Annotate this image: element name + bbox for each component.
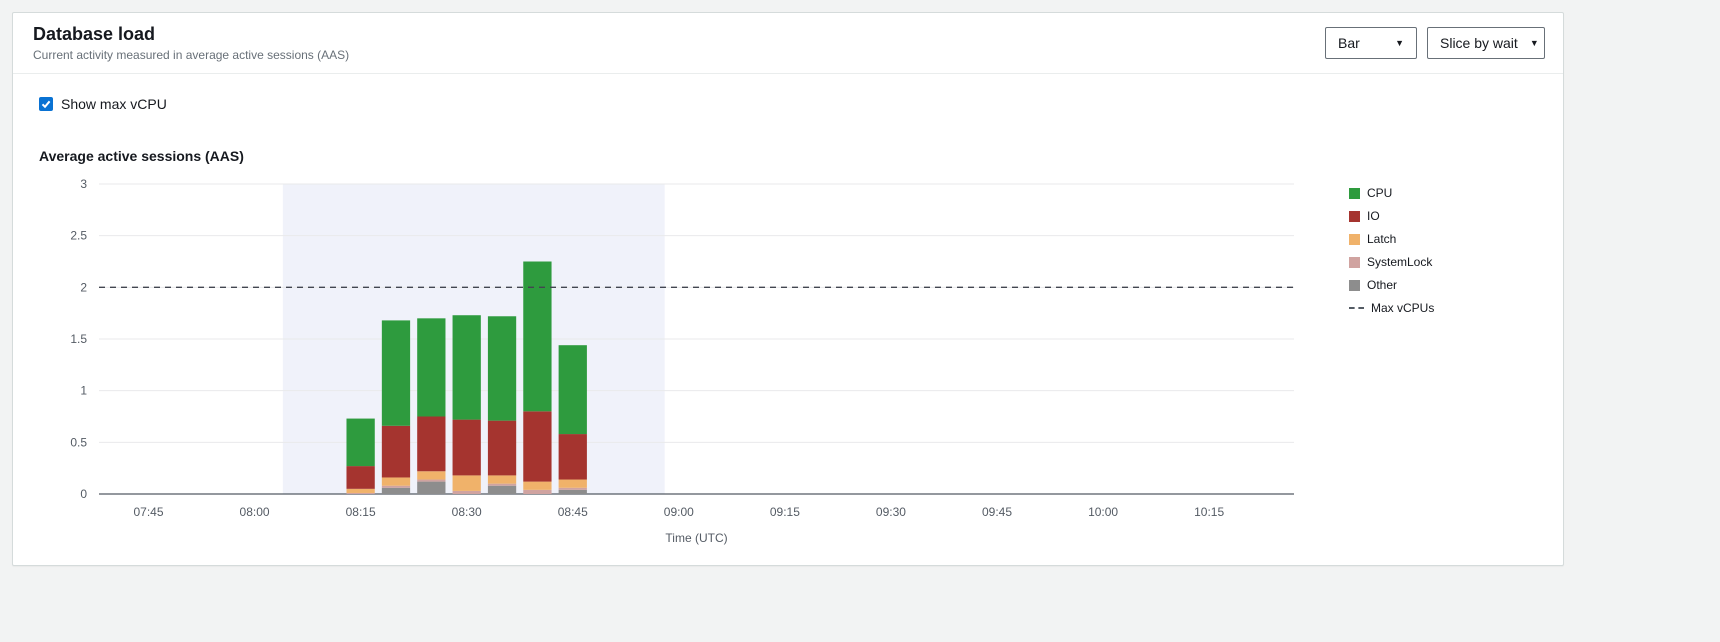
bar-segment-cpu[interactable] [381, 320, 411, 426]
bar-segment-io[interactable] [346, 466, 375, 489]
bar-segment-cpu[interactable] [487, 316, 517, 421]
chart-type-select-value: Bar [1338, 35, 1360, 51]
legend-item-systemlock: SystemLock [1349, 255, 1434, 269]
bar-segment-other[interactable] [417, 481, 446, 494]
x-axis-label: Time (UTC) [665, 531, 727, 545]
legend-item-other: Other [1349, 278, 1434, 292]
database-load-panel: Database load Current activity measured … [12, 12, 1564, 566]
x-tick-label: 09:00 [664, 505, 694, 519]
chart-controls: Bar ▼ Slice by wait ▼ [1325, 27, 1545, 59]
chart-title: Average active sessions (AAS) [39, 148, 244, 164]
chevron-down-icon: ▼ [1395, 38, 1404, 48]
bar-segment-latch[interactable] [417, 471, 446, 480]
bar-segment-cpu[interactable] [452, 315, 481, 420]
checkbox-label: Show max vCPU [61, 96, 167, 112]
chevron-down-icon: ▼ [1529, 38, 1539, 48]
bar-segment-cpu[interactable] [523, 261, 552, 412]
legend-item-cpu: CPU [1349, 186, 1434, 200]
legend-swatch [1349, 256, 1360, 268]
bar-segment-cpu[interactable] [417, 318, 446, 417]
legend-item-max-vcpus: Max vCPUs [1349, 301, 1434, 315]
bar-segment-latch[interactable] [523, 481, 552, 490]
slice-by-select-value: Slice by wait [1440, 35, 1518, 51]
y-tick-label: 2 [80, 280, 87, 294]
x-tick-label: 09:45 [982, 505, 1012, 519]
x-tick-label: 08:15 [346, 505, 376, 519]
legend-label: Other [1367, 278, 1398, 292]
legend-item-latch: Latch [1349, 232, 1434, 246]
bar-segment-other[interactable] [487, 485, 517, 494]
bar-segment-latch[interactable] [452, 475, 481, 491]
show-max-vcpu-checkbox[interactable]: Show max vCPU [39, 96, 167, 112]
x-tick-label: 10:00 [1088, 505, 1118, 519]
bar-segment-cpu[interactable] [346, 418, 375, 467]
legend-label: IO [1367, 209, 1380, 223]
y-tick-label: 2.5 [70, 229, 87, 243]
dashed-line-sample [1349, 307, 1364, 309]
bar-segment-io[interactable] [381, 425, 411, 478]
bar-segment-systemlock[interactable] [523, 489, 552, 494]
bar-segment-io[interactable] [417, 416, 446, 472]
legend-swatch [1349, 233, 1360, 245]
checkbox-checked-icon[interactable] [39, 97, 53, 111]
slice-by-select[interactable]: Slice by wait ▼ [1427, 27, 1545, 59]
check-icon [41, 100, 51, 109]
y-tick-label: 0.5 [70, 435, 87, 449]
x-tick-label: 10:15 [1194, 505, 1224, 519]
bar-segment-latch[interactable] [346, 488, 375, 493]
chart-legend: CPU IO Latch SystemLock Other Max vCPUs [1349, 172, 1434, 324]
legend-label: Latch [1367, 232, 1397, 246]
chart-area: 0 0.5 1 1.5 2 2.5 3 07:45 08:00 08:15 08:30 08:45 09… [13, 172, 1563, 550]
y-tick-label: 3 [80, 177, 87, 191]
page-subtitle: Current activity measured in average act… [33, 48, 350, 62]
bar-segment-io[interactable] [558, 434, 587, 480]
x-tick-label: 09:30 [876, 505, 906, 519]
bar-segment-latch[interactable] [487, 475, 517, 484]
chart-type-select[interactable]: Bar ▼ [1325, 27, 1417, 59]
y-tick-label: 0 [80, 487, 87, 501]
db-load-chart[interactable]: 0 0.5 1 1.5 2 2.5 3 07:45 08:00 08:15 08:30 08:45 09… [39, 172, 1309, 550]
x-tick-label: 08:00 [240, 505, 270, 519]
bar-segment-latch[interactable] [381, 477, 411, 486]
bar-segment-cpu[interactable] [558, 345, 587, 435]
bar-segment-systemlock[interactable] [346, 492, 375, 494]
x-tick-label: 07:45 [133, 505, 163, 519]
bar-segment-systemlock[interactable] [452, 490, 481, 494]
bar-segment-systemlock[interactable] [417, 479, 446, 482]
bar-segment-latch[interactable] [558, 479, 587, 488]
legend-label: SystemLock [1367, 255, 1433, 269]
panel-header: Database load Current activity measured … [13, 13, 1563, 74]
bar-segment-other[interactable] [381, 487, 411, 494]
legend-label: CPU [1367, 186, 1393, 200]
bar-segment-systemlock[interactable] [558, 487, 587, 490]
bar-segment-systemlock[interactable] [487, 483, 517, 486]
panel-title-block: Database load Current activity measured … [33, 23, 349, 63]
bar-segment-io[interactable] [487, 420, 517, 476]
y-tick-label: 1.5 [70, 332, 87, 346]
legend-swatch [1349, 210, 1360, 222]
bar-segment-io[interactable] [452, 419, 481, 476]
legend-label: Max vCPUs [1371, 301, 1435, 315]
x-tick-label: 08:30 [452, 505, 482, 519]
bar-segment-systemlock[interactable] [381, 485, 411, 488]
legend-item-io: IO [1349, 209, 1434, 223]
x-tick-label: 08:45 [558, 505, 588, 519]
bar-segment-io[interactable] [523, 411, 552, 482]
x-tick-label: 09:15 [770, 505, 800, 519]
page-title: Database load [33, 24, 156, 44]
bar-segment-other[interactable] [558, 489, 587, 494]
legend-swatch [1349, 279, 1360, 291]
legend-swatch [1349, 187, 1360, 199]
y-tick-label: 1 [80, 384, 87, 398]
